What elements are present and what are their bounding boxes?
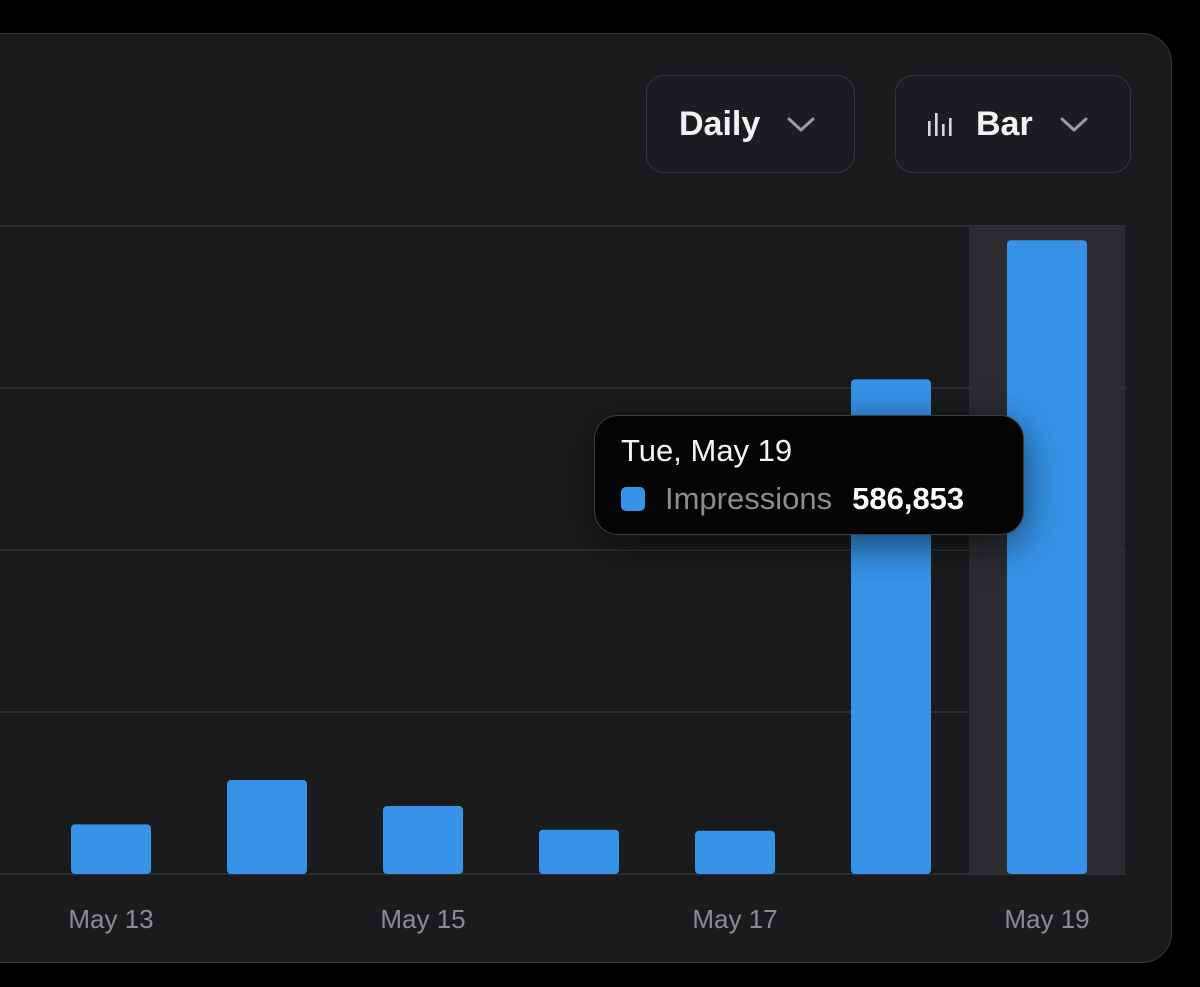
tooltip-date: Tue, May 19 <box>621 433 793 468</box>
x-tick-label: May 15 <box>380 904 465 934</box>
series-color-swatch <box>621 487 645 511</box>
chart-type-dropdown-label: Bar <box>976 104 1033 143</box>
chevron-down-icon <box>1060 117 1088 132</box>
interval-dropdown[interactable]: Daily <box>646 75 855 173</box>
bar-may-16[interactable] <box>539 829 619 874</box>
tooltip-series-name: Impressions <box>665 481 833 516</box>
chevron-down-icon <box>787 117 815 132</box>
bar-may-13[interactable] <box>71 824 151 874</box>
chart-type-dropdown[interactable]: Bar <box>895 75 1131 173</box>
bar-may-15[interactable] <box>383 805 463 874</box>
tooltip-series-row: Impressions 586,853 <box>621 480 997 518</box>
bar-chart-icon <box>928 113 952 136</box>
bar-may-17[interactable] <box>695 830 775 874</box>
chart-tooltip: Tue, May 19 Impressions 586,853 <box>594 415 1024 535</box>
x-tick-label: May 19 <box>1004 904 1089 934</box>
interval-dropdown-label: Daily <box>679 104 761 143</box>
x-tick-label: May 13 <box>68 904 153 934</box>
tooltip-value: 586,853 <box>852 481 965 516</box>
bar-may-19[interactable] <box>1007 240 1087 875</box>
bar-may-14[interactable] <box>227 780 307 874</box>
x-tick-label: May 17 <box>692 904 777 934</box>
